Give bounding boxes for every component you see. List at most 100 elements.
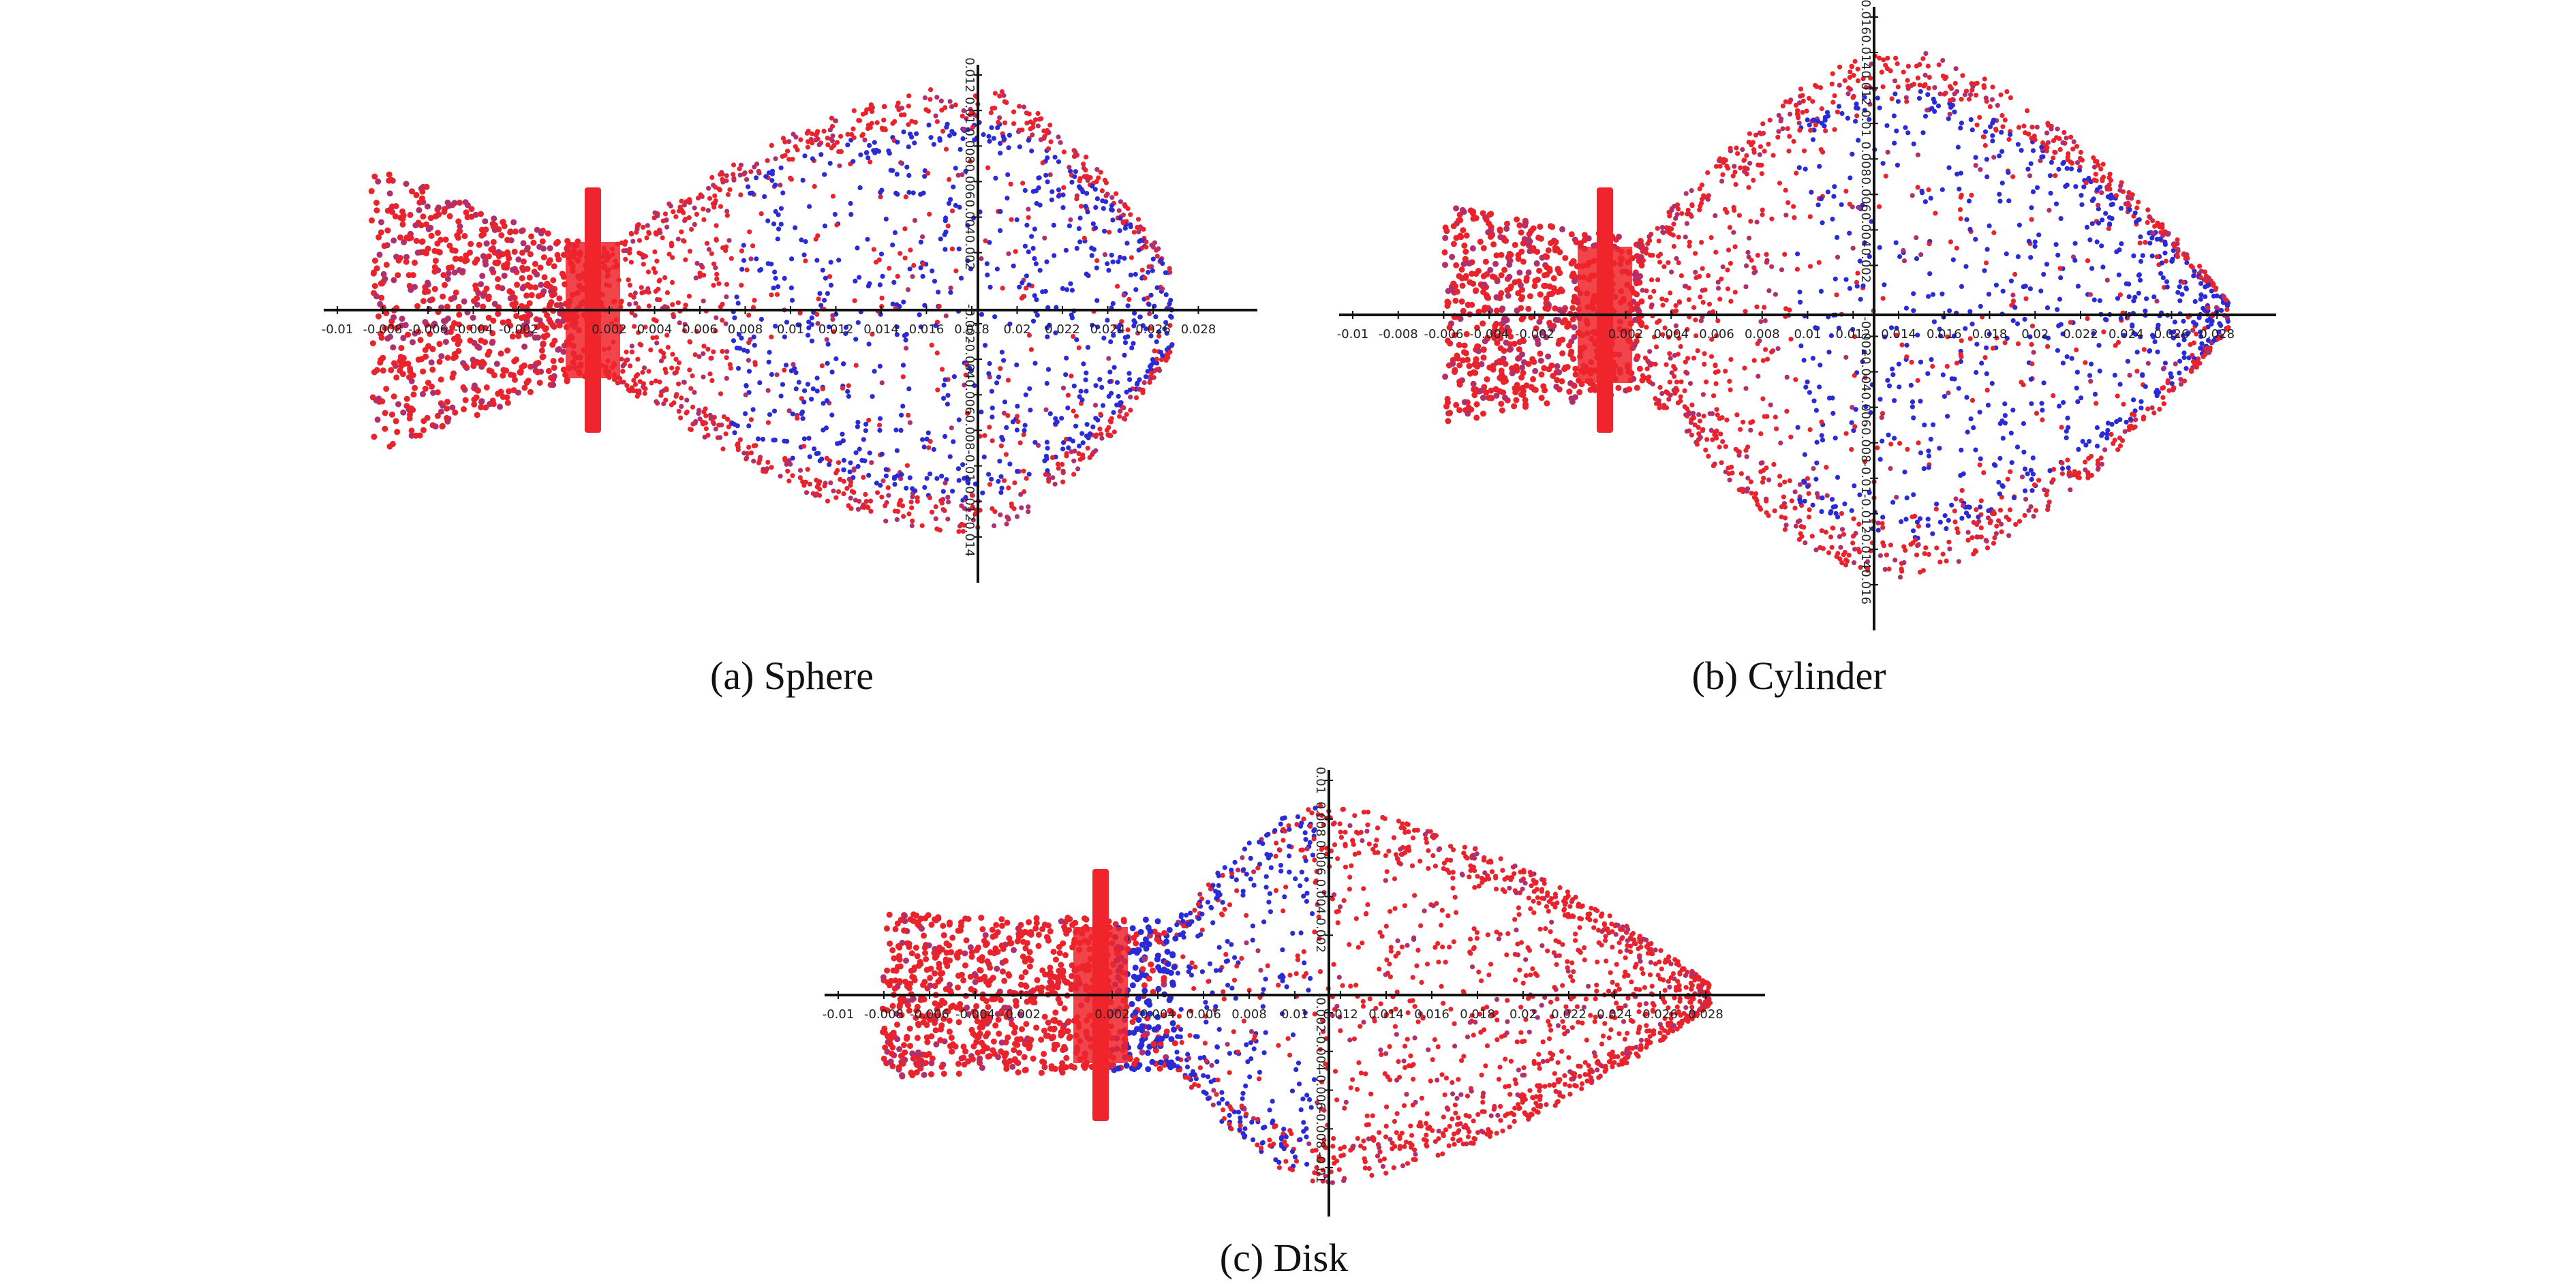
particle bbox=[986, 371, 992, 376]
particle bbox=[853, 498, 859, 503]
particle bbox=[1058, 140, 1063, 145]
particle bbox=[907, 475, 913, 480]
particle bbox=[478, 232, 485, 239]
particle bbox=[2188, 342, 2193, 348]
particle bbox=[793, 225, 798, 230]
particle bbox=[1892, 140, 1897, 146]
particle bbox=[1017, 440, 1023, 446]
particle bbox=[900, 403, 906, 409]
particle bbox=[1093, 225, 1099, 231]
particle bbox=[897, 304, 902, 309]
particle bbox=[998, 209, 1003, 214]
particle bbox=[827, 161, 833, 166]
particle bbox=[851, 468, 857, 473]
particle bbox=[1738, 427, 1743, 432]
particle bbox=[825, 291, 830, 296]
particle bbox=[919, 523, 925, 528]
particle bbox=[716, 281, 722, 286]
particle bbox=[1480, 289, 1487, 296]
particle bbox=[493, 361, 500, 367]
particle bbox=[1892, 91, 1898, 97]
particle bbox=[757, 457, 763, 463]
particle bbox=[1525, 269, 1532, 276]
particle bbox=[1702, 287, 1708, 292]
particle bbox=[629, 231, 634, 237]
particle bbox=[1983, 95, 1989, 101]
particle bbox=[720, 245, 726, 251]
particle bbox=[1023, 392, 1028, 397]
particle bbox=[1019, 505, 1024, 510]
particle bbox=[2025, 471, 2030, 476]
particle bbox=[1818, 545, 1823, 551]
particle bbox=[929, 509, 935, 515]
particle bbox=[1852, 560, 1857, 566]
particle bbox=[970, 504, 975, 510]
particle bbox=[894, 332, 900, 337]
particle bbox=[639, 285, 644, 290]
particle bbox=[1949, 376, 1954, 382]
particle bbox=[371, 433, 378, 440]
y-tick-label: 0.012 bbox=[962, 57, 977, 93]
particle bbox=[1559, 226, 1565, 232]
particle bbox=[2051, 393, 2056, 399]
particle bbox=[485, 351, 491, 358]
particle bbox=[1035, 123, 1041, 129]
particle bbox=[537, 264, 544, 271]
particle bbox=[1469, 245, 1476, 251]
particle bbox=[2161, 401, 2166, 407]
particle bbox=[1895, 61, 1900, 67]
particle bbox=[1925, 63, 1931, 69]
particle bbox=[2002, 340, 2008, 346]
particle bbox=[1920, 130, 1926, 136]
particle bbox=[1154, 361, 1160, 366]
particle bbox=[1143, 374, 1149, 380]
particle bbox=[1083, 377, 1088, 382]
particle bbox=[716, 186, 722, 192]
particle bbox=[991, 136, 996, 141]
particle bbox=[452, 409, 459, 416]
particle bbox=[1634, 333, 1641, 339]
particle bbox=[1008, 181, 1013, 187]
particle bbox=[920, 437, 925, 442]
particle bbox=[1150, 356, 1155, 363]
particle bbox=[1497, 359, 1504, 366]
x-tick-label: 0.01 bbox=[777, 322, 804, 337]
particle bbox=[711, 283, 716, 288]
particle bbox=[1880, 161, 1886, 166]
particle bbox=[1973, 236, 1978, 242]
particle bbox=[1042, 458, 1047, 463]
particle bbox=[2048, 190, 2053, 196]
particle bbox=[863, 421, 869, 427]
particle bbox=[885, 485, 891, 491]
x-tick-label: 0.02 bbox=[1003, 322, 1030, 337]
particle bbox=[998, 490, 1004, 495]
particle bbox=[1470, 380, 1477, 387]
particle bbox=[1885, 55, 1890, 61]
particle bbox=[412, 432, 419, 439]
particle bbox=[2198, 329, 2203, 335]
particle bbox=[1775, 134, 1781, 140]
particle bbox=[1084, 422, 1090, 427]
particle bbox=[1506, 261, 1513, 268]
particle bbox=[850, 159, 856, 164]
particle bbox=[1937, 333, 1943, 339]
particle bbox=[1748, 479, 1753, 485]
particle bbox=[2107, 221, 2113, 227]
particle bbox=[1747, 131, 1752, 136]
particle bbox=[998, 443, 1004, 448]
particle bbox=[841, 467, 846, 473]
particle bbox=[664, 387, 669, 393]
particle bbox=[1993, 126, 1999, 132]
particle bbox=[822, 172, 827, 177]
particle bbox=[1749, 258, 1754, 263]
particle bbox=[2087, 237, 2093, 243]
particle bbox=[658, 230, 663, 235]
particle bbox=[829, 145, 834, 151]
particle bbox=[1460, 227, 1467, 234]
particle bbox=[1786, 149, 1792, 154]
particle bbox=[1480, 395, 1486, 401]
x-tick-label: 0.008 bbox=[728, 322, 763, 337]
particle bbox=[2068, 320, 2073, 325]
particle bbox=[958, 275, 964, 281]
particle bbox=[400, 409, 407, 416]
